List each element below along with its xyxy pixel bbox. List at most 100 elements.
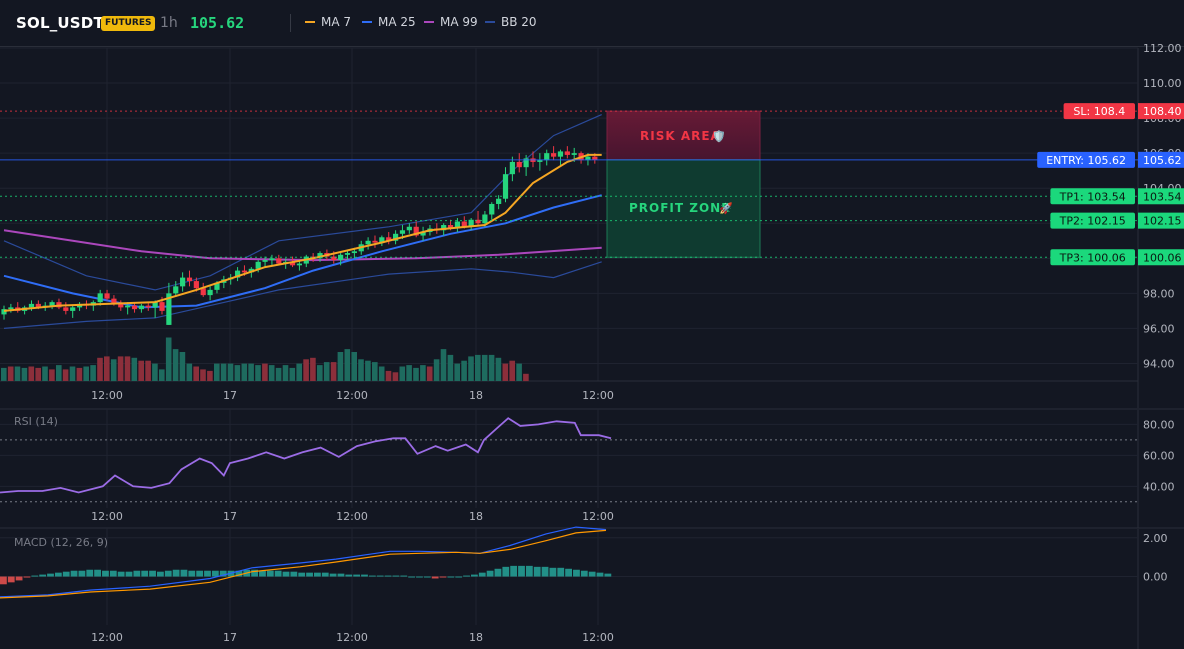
interval-label[interactable]: 1h <box>160 15 178 31</box>
volume-bar <box>378 366 385 381</box>
macd-hist-bar <box>408 576 415 578</box>
price-time-label: 17 <box>223 389 237 402</box>
macd-hist-bar <box>423 576 431 578</box>
volume-bar <box>523 373 529 382</box>
legend-ma99[interactable]: MA 99 <box>424 15 478 29</box>
volume-bar <box>426 366 433 381</box>
candle-body <box>544 153 550 161</box>
volume-bar <box>447 354 454 381</box>
candle-body <box>392 233 399 241</box>
macd-hist-bar <box>196 570 204 577</box>
legend-ma25[interactable]: MA 25 <box>362 15 416 29</box>
macd-hist-bar <box>149 570 156 577</box>
price-tick-label: 94.00 <box>1143 357 1175 370</box>
macd-hist-bar <box>47 573 54 577</box>
macd-hist-bar <box>525 565 533 577</box>
macd-hist-bar <box>306 572 313 577</box>
level-tag <box>1050 212 1135 229</box>
level-axis-value: 102.15 <box>1143 215 1182 228</box>
macd-hist-bar <box>54 572 62 577</box>
volume-bar <box>172 349 179 381</box>
candle-body <box>70 307 76 311</box>
volume-bar <box>138 360 144 381</box>
candle-body <box>482 214 488 224</box>
macd-hist-bar <box>157 571 164 577</box>
volume-bar <box>69 366 76 381</box>
candle-body <box>372 240 378 243</box>
volume-bar <box>76 367 83 381</box>
macd-time-label: 12:00 <box>582 631 614 644</box>
profit-zone <box>606 159 761 258</box>
volume-bar <box>131 357 138 381</box>
volume-bar <box>159 369 165 381</box>
volume-bar <box>413 367 419 381</box>
candle-body <box>276 258 282 264</box>
level-axis-value: 103.54 <box>1143 190 1182 203</box>
rsi-time-label: 17 <box>223 510 237 523</box>
candle-body <box>557 151 564 157</box>
legend-ma7[interactable]: MA 7 <box>305 15 351 29</box>
macd-hist-bar <box>596 572 604 577</box>
ma99-line <box>3 229 602 262</box>
volume-bar <box>241 363 248 381</box>
macd-hist-bar <box>518 565 525 577</box>
volume-bar <box>385 370 392 382</box>
candle-body <box>49 302 55 306</box>
candle-body <box>344 253 351 255</box>
macd-hist-bar <box>510 565 518 577</box>
legend-bb20[interactable]: BB 20 <box>485 15 537 29</box>
volume-bar <box>475 354 481 381</box>
volume-bar <box>110 359 117 382</box>
volume-bar <box>14 366 21 381</box>
macd-hist-bar <box>133 570 141 577</box>
volume-bar <box>461 360 467 381</box>
candle-body <box>8 307 14 310</box>
candle-body <box>564 151 570 155</box>
candle-body <box>159 302 165 311</box>
candle-body <box>489 203 495 215</box>
volume-bar <box>104 356 110 381</box>
volume-bar <box>83 366 89 381</box>
candle-body <box>447 225 454 229</box>
price-time-label: 12:00 <box>582 389 614 402</box>
volume-bar <box>220 363 227 381</box>
volume-bar <box>193 366 199 381</box>
macd-hist-bar <box>219 570 227 577</box>
macd-hist-bar <box>416 576 423 578</box>
volume-bar <box>49 369 55 381</box>
macd-hist-bar <box>478 572 486 577</box>
symbol-label[interactable]: SOL_USDT <box>16 14 104 32</box>
macd-tick-label: 0.00 <box>1143 571 1168 584</box>
macd-line <box>0 526 607 598</box>
volume-bar <box>310 357 316 381</box>
volume-bar <box>145 360 151 381</box>
level-tag-label: TP2: 102.15 <box>1059 215 1126 228</box>
macd-hist-bar <box>251 569 258 577</box>
level-axis-value: 108.40 <box>1143 105 1182 118</box>
candle-body <box>461 221 467 227</box>
macd-hist-bar <box>573 569 580 577</box>
macd-hist-bar <box>204 570 211 577</box>
candle-body <box>571 153 577 155</box>
candle-body <box>97 293 103 303</box>
macd-hist-bar <box>39 574 47 577</box>
volume-bar <box>165 337 172 381</box>
level-axis-value: 100.06 <box>1143 251 1182 264</box>
volume-bar <box>1 367 7 381</box>
macd-hist-bar <box>62 571 70 577</box>
macd-hist-bar <box>353 574 361 577</box>
candle-body <box>420 232 426 236</box>
macd-hist-bar <box>211 570 219 577</box>
legend-ma7-label: MA 7 <box>321 15 352 29</box>
candle-body <box>125 305 131 308</box>
macd-time-label: 17 <box>223 631 237 644</box>
rsi-pane <box>0 410 1184 528</box>
candle-body <box>365 240 371 245</box>
volume-bar <box>433 359 440 382</box>
macd-hist-bar <box>533 566 541 577</box>
macd-hist-bar <box>431 576 439 579</box>
futures-badge: FUTURES <box>101 16 156 31</box>
candle-body <box>152 302 158 308</box>
candle-body <box>248 268 254 273</box>
